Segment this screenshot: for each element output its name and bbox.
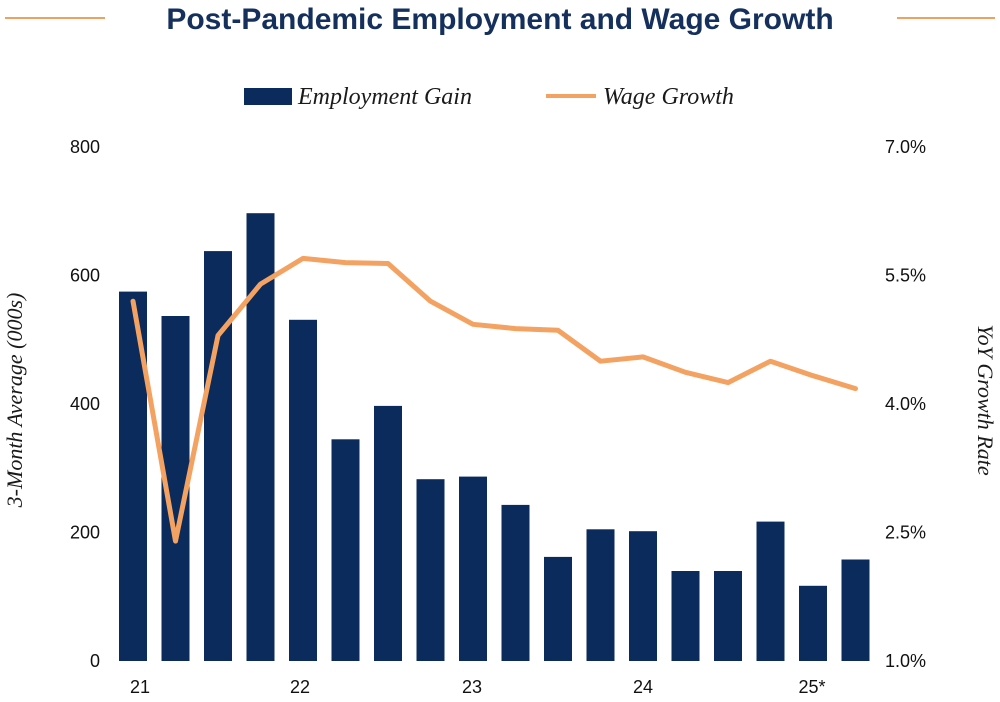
legend: Employment Gain Wage Growth [244, 84, 734, 110]
bar-employment-gain [544, 556, 572, 661]
x-axis-tick-label: 24 [633, 677, 653, 697]
x-axis-tick-label: 23 [462, 677, 482, 697]
right-axis-tick-label: 2.5% [885, 523, 926, 543]
line-series-wage-growth [130, 255, 858, 544]
bar-employment-gain [671, 571, 700, 661]
right-axis-tick-label: 5.5% [885, 266, 926, 286]
left-axis-tick-label: 200 [70, 523, 100, 543]
bar-employment-gain [459, 476, 487, 661]
bar-employment-gain [331, 439, 360, 661]
title-rule-left [5, 17, 105, 19]
right-axis-tick-label: 1.0% [885, 651, 926, 671]
right-axis-label: YoY Growth Rate [973, 324, 998, 475]
bar-employment-gain [416, 479, 445, 661]
chart-title: Post-Pandemic Employment and Wage Growth [166, 3, 834, 36]
left-axis-label: 3-Month Average (000s) [2, 293, 27, 509]
right-axis-tick-label: 4.0% [885, 394, 926, 414]
title-rule-right [897, 17, 995, 19]
legend-label-employment-gain: Employment Gain [297, 84, 472, 110]
right-axis-tick-label: 7.0% [885, 137, 926, 157]
bar-employment-gain [586, 529, 615, 661]
bar-employment-gain [629, 531, 657, 661]
x-axis-tick-label: 21 [130, 677, 150, 697]
bar-employment-gain [289, 319, 317, 661]
right-axis-ticks: 1.0% 2.5% 4.0% 5.5% 7.0% [885, 137, 926, 671]
x-axis-tick-label: 22 [290, 677, 310, 697]
bar-employment-gain [714, 571, 742, 661]
bar-employment-gain [374, 405, 402, 661]
left-axis-tick-label: 800 [70, 137, 100, 157]
bar-employment-gain [756, 521, 785, 661]
bar-employment-gain [204, 251, 232, 661]
bar-employment-gain [799, 585, 827, 661]
bar-employment-gain [841, 559, 870, 661]
legend-swatch-employment-gain [244, 88, 292, 105]
bar-employment-gain [501, 504, 530, 661]
bar-series-employment-gain [119, 213, 870, 661]
title-row: Post-Pandemic Employment and Wage Growth [0, 0, 1000, 44]
left-axis-tick-label: 600 [70, 266, 100, 286]
x-axis-ticks: 21 22 23 24 25* [130, 677, 826, 697]
left-axis-tick-label: 400 [70, 394, 100, 414]
left-axis-tick-label: 0 [90, 651, 100, 671]
left-axis-ticks: 0 200 400 600 800 [70, 137, 100, 671]
legend-label-wage-growth: Wage Growth [603, 84, 734, 110]
x-axis-tick-label: 25* [798, 677, 825, 697]
